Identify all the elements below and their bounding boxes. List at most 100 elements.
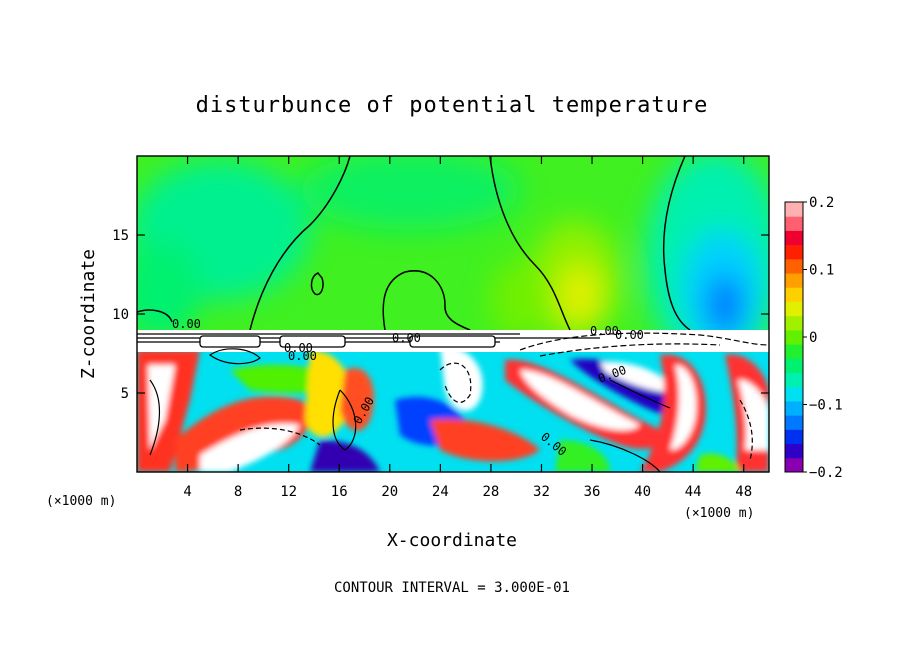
- colorbar-swatch: [785, 315, 803, 331]
- colorbar-ticks: 0.2 0.1 0 −0.1 −0.2: [803, 195, 843, 481]
- z-tick-label: 5: [121, 386, 129, 402]
- colorbar-swatch: [785, 230, 803, 246]
- colorbar-tick-label: 0.2: [809, 195, 834, 211]
- field-blob: [707, 275, 743, 335]
- x-tick-label: 24: [432, 484, 449, 500]
- lower-pattern: [137, 345, 769, 472]
- x-tick-label: 32: [533, 484, 550, 500]
- x-axis: 4 8 12 16 20 24 28 32 36 40 44 48: [183, 156, 752, 500]
- plot-area: 0.00 0.00 0.00 0.00 0.00 0.00 0.00 0.00 …: [137, 156, 769, 472]
- band-eddy: [439, 362, 472, 403]
- field-blob: [670, 365, 697, 450]
- colorbar-swatch: [785, 344, 803, 359]
- field-blob: [137, 240, 200, 340]
- upper-contours: [137, 156, 691, 331]
- z-tick-label: 15: [112, 228, 129, 244]
- contour-label: 0.00: [288, 349, 317, 363]
- field-blob: [520, 370, 640, 431]
- contour-interval-note: CONTOUR INTERVAL = 3.000E-01: [334, 580, 570, 596]
- field-blob: [148, 365, 175, 450]
- contour-line: [489, 156, 571, 331]
- colorbar-swatch: [785, 386, 803, 402]
- field-blob: [490, 260, 550, 340]
- field-blob: [695, 453, 740, 472]
- colorbar-swatch: [785, 216, 803, 231]
- colorbar-swatch: [785, 457, 803, 473]
- colorbar-swatch: [785, 329, 803, 345]
- x-tick-label: 8: [234, 484, 242, 500]
- x-tick-label: 16: [331, 484, 348, 500]
- field-blob: [600, 361, 680, 393]
- contour-line: [239, 427, 321, 446]
- x-unit-label-right: (×1000 m): [684, 506, 754, 521]
- x-tick-label: 12: [280, 484, 297, 500]
- field-blob: [738, 379, 769, 450]
- colorbar-swatch: [785, 258, 803, 274]
- contour-line: [609, 379, 671, 409]
- x-tick-label: 40: [634, 484, 651, 500]
- contour-line: [382, 270, 471, 331]
- contour-line: [662, 156, 691, 331]
- contour-label: 0.00: [590, 324, 619, 338]
- upper-field: [137, 156, 769, 370]
- contour-label: 0.00: [172, 317, 201, 331]
- x-tick-label: 20: [381, 484, 398, 500]
- colorbar-swatch: [785, 372, 803, 388]
- colorbar-swatch: [785, 301, 803, 317]
- band-cell: [279, 335, 346, 348]
- colorbar-swatch: [785, 415, 803, 430]
- field-blob: [558, 265, 602, 325]
- boundary-band: [137, 330, 769, 403]
- colorbar-swatch: [785, 244, 803, 260]
- x-tick-label: 48: [735, 484, 752, 500]
- field-blob: [300, 156, 520, 230]
- colorbar-swatch: [785, 400, 803, 416]
- field-blob: [310, 440, 380, 472]
- contour-line: [249, 156, 351, 331]
- field-blob: [430, 419, 540, 462]
- colorbar-tick-label: 0.1: [809, 263, 834, 279]
- field-blob: [200, 423, 300, 472]
- contour-label: 0.00: [615, 328, 644, 342]
- z-axis: 5 10 15: [112, 228, 769, 402]
- z-axis-title: Z-coordinate: [78, 249, 99, 379]
- lower-field: [137, 338, 769, 472]
- contour-line: [332, 389, 357, 451]
- band-cell: [199, 335, 261, 348]
- x-tick-label: 4: [183, 484, 191, 500]
- field-blob: [555, 440, 610, 472]
- contour-line: [310, 272, 324, 296]
- colorbar-swatch: [785, 287, 803, 302]
- colorbar-swatch: [785, 273, 803, 288]
- colorbar-swatch: [785, 443, 803, 459]
- colorbar-swatch: [785, 202, 803, 217]
- colorbar: [785, 202, 803, 473]
- band-eddy: [208, 348, 261, 365]
- chart-title: disturbunce of potential temperature: [196, 93, 709, 118]
- contour-line: [149, 379, 160, 456]
- band-dashed-contours: [519, 332, 769, 357]
- contour-label: 0.00: [392, 331, 421, 345]
- field-blob: [570, 359, 690, 416]
- colorbar-swatch: [785, 358, 803, 374]
- contour-line: [137, 309, 173, 323]
- band-cell: [409, 335, 496, 348]
- x-tick-label: 28: [482, 484, 499, 500]
- contour-line: [739, 399, 753, 461]
- colorbar-tick-label: −0.2: [809, 465, 843, 481]
- x-axis-title: X-coordinate: [387, 530, 517, 551]
- colorbar-tick-label: −0.1: [809, 398, 843, 414]
- contour-line: [589, 439, 661, 472]
- x-unit-label-left: (×1000 m): [46, 494, 116, 509]
- x-tick-label: 36: [584, 484, 601, 500]
- field-blob: [340, 368, 374, 431]
- field-blob: [305, 350, 351, 437]
- colorbar-swatch: [785, 429, 803, 445]
- field-blob: [440, 345, 483, 411]
- x-tick-label: 44: [685, 484, 702, 500]
- z-tick-label: 10: [112, 307, 129, 323]
- lower-contours: [149, 379, 753, 472]
- colorbar-tick-label: 0: [809, 330, 817, 346]
- contour-label: 0.00: [284, 341, 313, 355]
